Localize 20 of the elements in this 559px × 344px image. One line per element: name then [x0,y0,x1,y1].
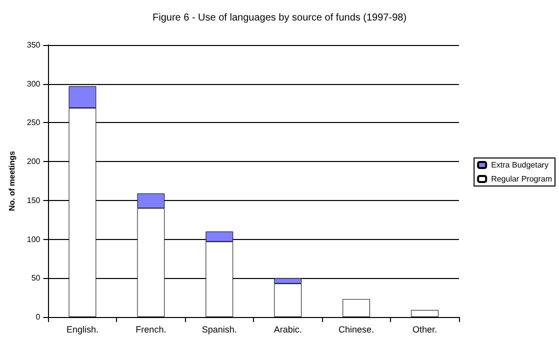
y-tick-label: 300 [26,79,41,88]
y-tick-label: 350 [26,40,41,50]
y-tick-label: 200 [26,157,41,166]
y-axis-title: No. of meetings [8,150,16,212]
y-tick-label: 100 [26,234,41,244]
y-tick-label: 0 [36,312,41,322]
chart-title: Figure 6 - Use of languages by source of funds (1997-98) [152,12,407,24]
legend-label: Extra Budgetary [491,160,548,170]
x-tick-label: Arabic. [274,324,302,334]
y-tick-label: 50 [31,274,41,283]
legend-label: Regular Program [491,174,552,184]
x-tick-label: Other. [412,324,438,334]
x-tick-label: Spanish. [202,324,237,334]
bar [411,310,438,317]
x-tick-label: English. [66,324,98,334]
y-tick-label: 150 [26,196,41,205]
x-tick-label: French. [136,324,166,334]
bar [342,299,370,317]
y-tick-label: 250 [26,118,41,128]
x-tick-label: Chinese. [338,324,374,334]
